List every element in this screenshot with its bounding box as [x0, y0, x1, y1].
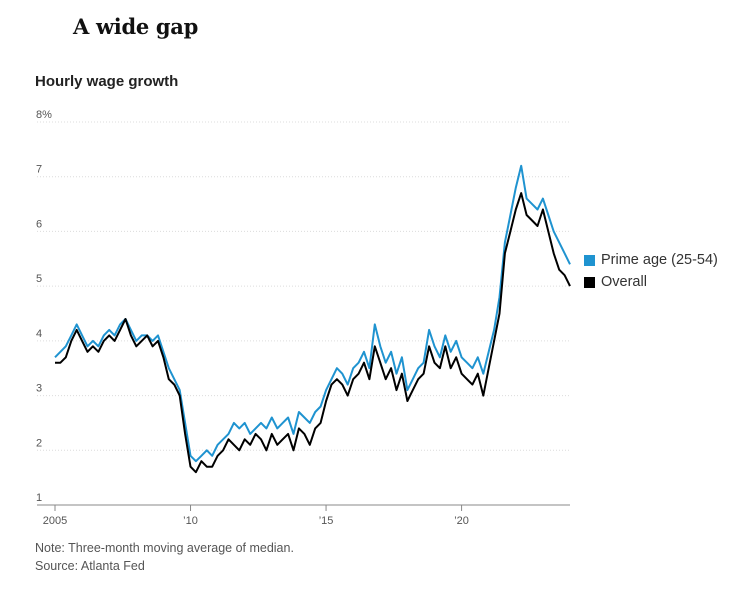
- y-tick-label: 7: [36, 164, 42, 176]
- chart-title: A wide gap: [73, 14, 198, 39]
- legend-item-prime-age: Prime age (25-54): [584, 252, 718, 268]
- legend-label-overall: Overall: [601, 274, 647, 290]
- chart-note: Note: Three-month moving average of medi…: [35, 541, 294, 555]
- y-tick-label: 3: [36, 383, 42, 395]
- y-tick-label: 1: [36, 492, 42, 504]
- y-tick-label: 4: [36, 328, 42, 340]
- y-tick-label: 5: [36, 273, 42, 285]
- y-tick-label: 8%: [36, 109, 52, 121]
- legend-item-overall: Overall: [584, 274, 647, 290]
- legend-swatch-overall: [584, 276, 595, 288]
- y-tick-label: 6: [36, 218, 42, 230]
- x-tick-label: 2005: [43, 515, 67, 527]
- series-line-1: [55, 192, 571, 474]
- x-tick-label: ’10: [183, 515, 198, 527]
- legend-label-prime-age: Prime age (25-54): [601, 252, 718, 268]
- chart-source: Source: Atlanta Fed: [35, 559, 145, 573]
- x-tick-label: ’20: [454, 515, 469, 527]
- series-line-0: [54, 164, 571, 463]
- y-tick-label: 2: [36, 437, 42, 449]
- legend-swatch-prime-age: [584, 254, 595, 266]
- chart-subtitle: Hourly wage growth: [35, 73, 179, 90]
- x-tick-label: ’15: [319, 515, 334, 527]
